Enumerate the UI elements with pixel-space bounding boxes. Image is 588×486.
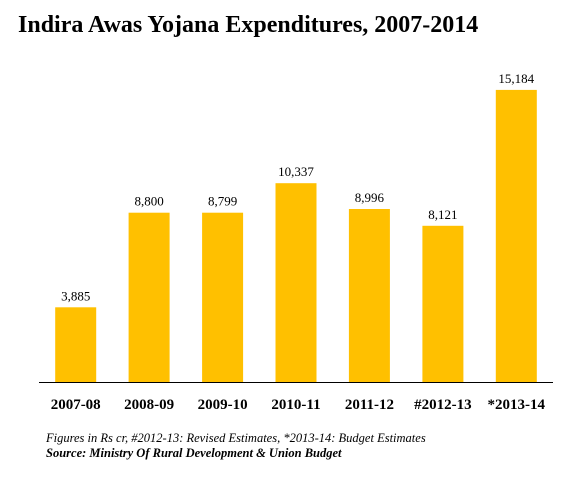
x-tick-label: 2009-10: [198, 397, 248, 413]
data-label: 3,885: [61, 288, 90, 303]
x-tick-label: #2012-13: [414, 397, 472, 413]
data-label: 8,800: [134, 194, 163, 209]
data-label: 8,996: [355, 190, 385, 205]
bar-2010-11: [275, 183, 317, 382]
data-label: 8,799: [208, 194, 237, 209]
data-label: 15,184: [498, 71, 534, 86]
bar-2008-09: [128, 212, 170, 382]
bar-2009-10: [202, 212, 244, 382]
chart-footnote: Figures in Rs cr, #2012-13: Revised Esti…: [46, 431, 426, 445]
data-label: 10,337: [278, 164, 314, 179]
x-tick-label: 2010-11: [271, 397, 320, 413]
data-label: 8,121: [428, 207, 457, 222]
bar-2007-08: [55, 307, 97, 382]
chart-title: Indira Awas Yojana Expenditures, 2007-20…: [18, 12, 479, 38]
bar-2013-14: [495, 89, 537, 383]
bar-2012-13: [422, 225, 464, 382]
bar-2011-12: [348, 209, 390, 382]
x-tick-label: *2013-14: [488, 397, 546, 413]
x-tick-label: 2008-09: [124, 397, 174, 413]
x-tick-label: 2007-08: [51, 397, 101, 413]
chart-source: Source: Ministry Of Rural Development & …: [46, 446, 342, 460]
x-tick-label: 2011-12: [345, 397, 394, 413]
